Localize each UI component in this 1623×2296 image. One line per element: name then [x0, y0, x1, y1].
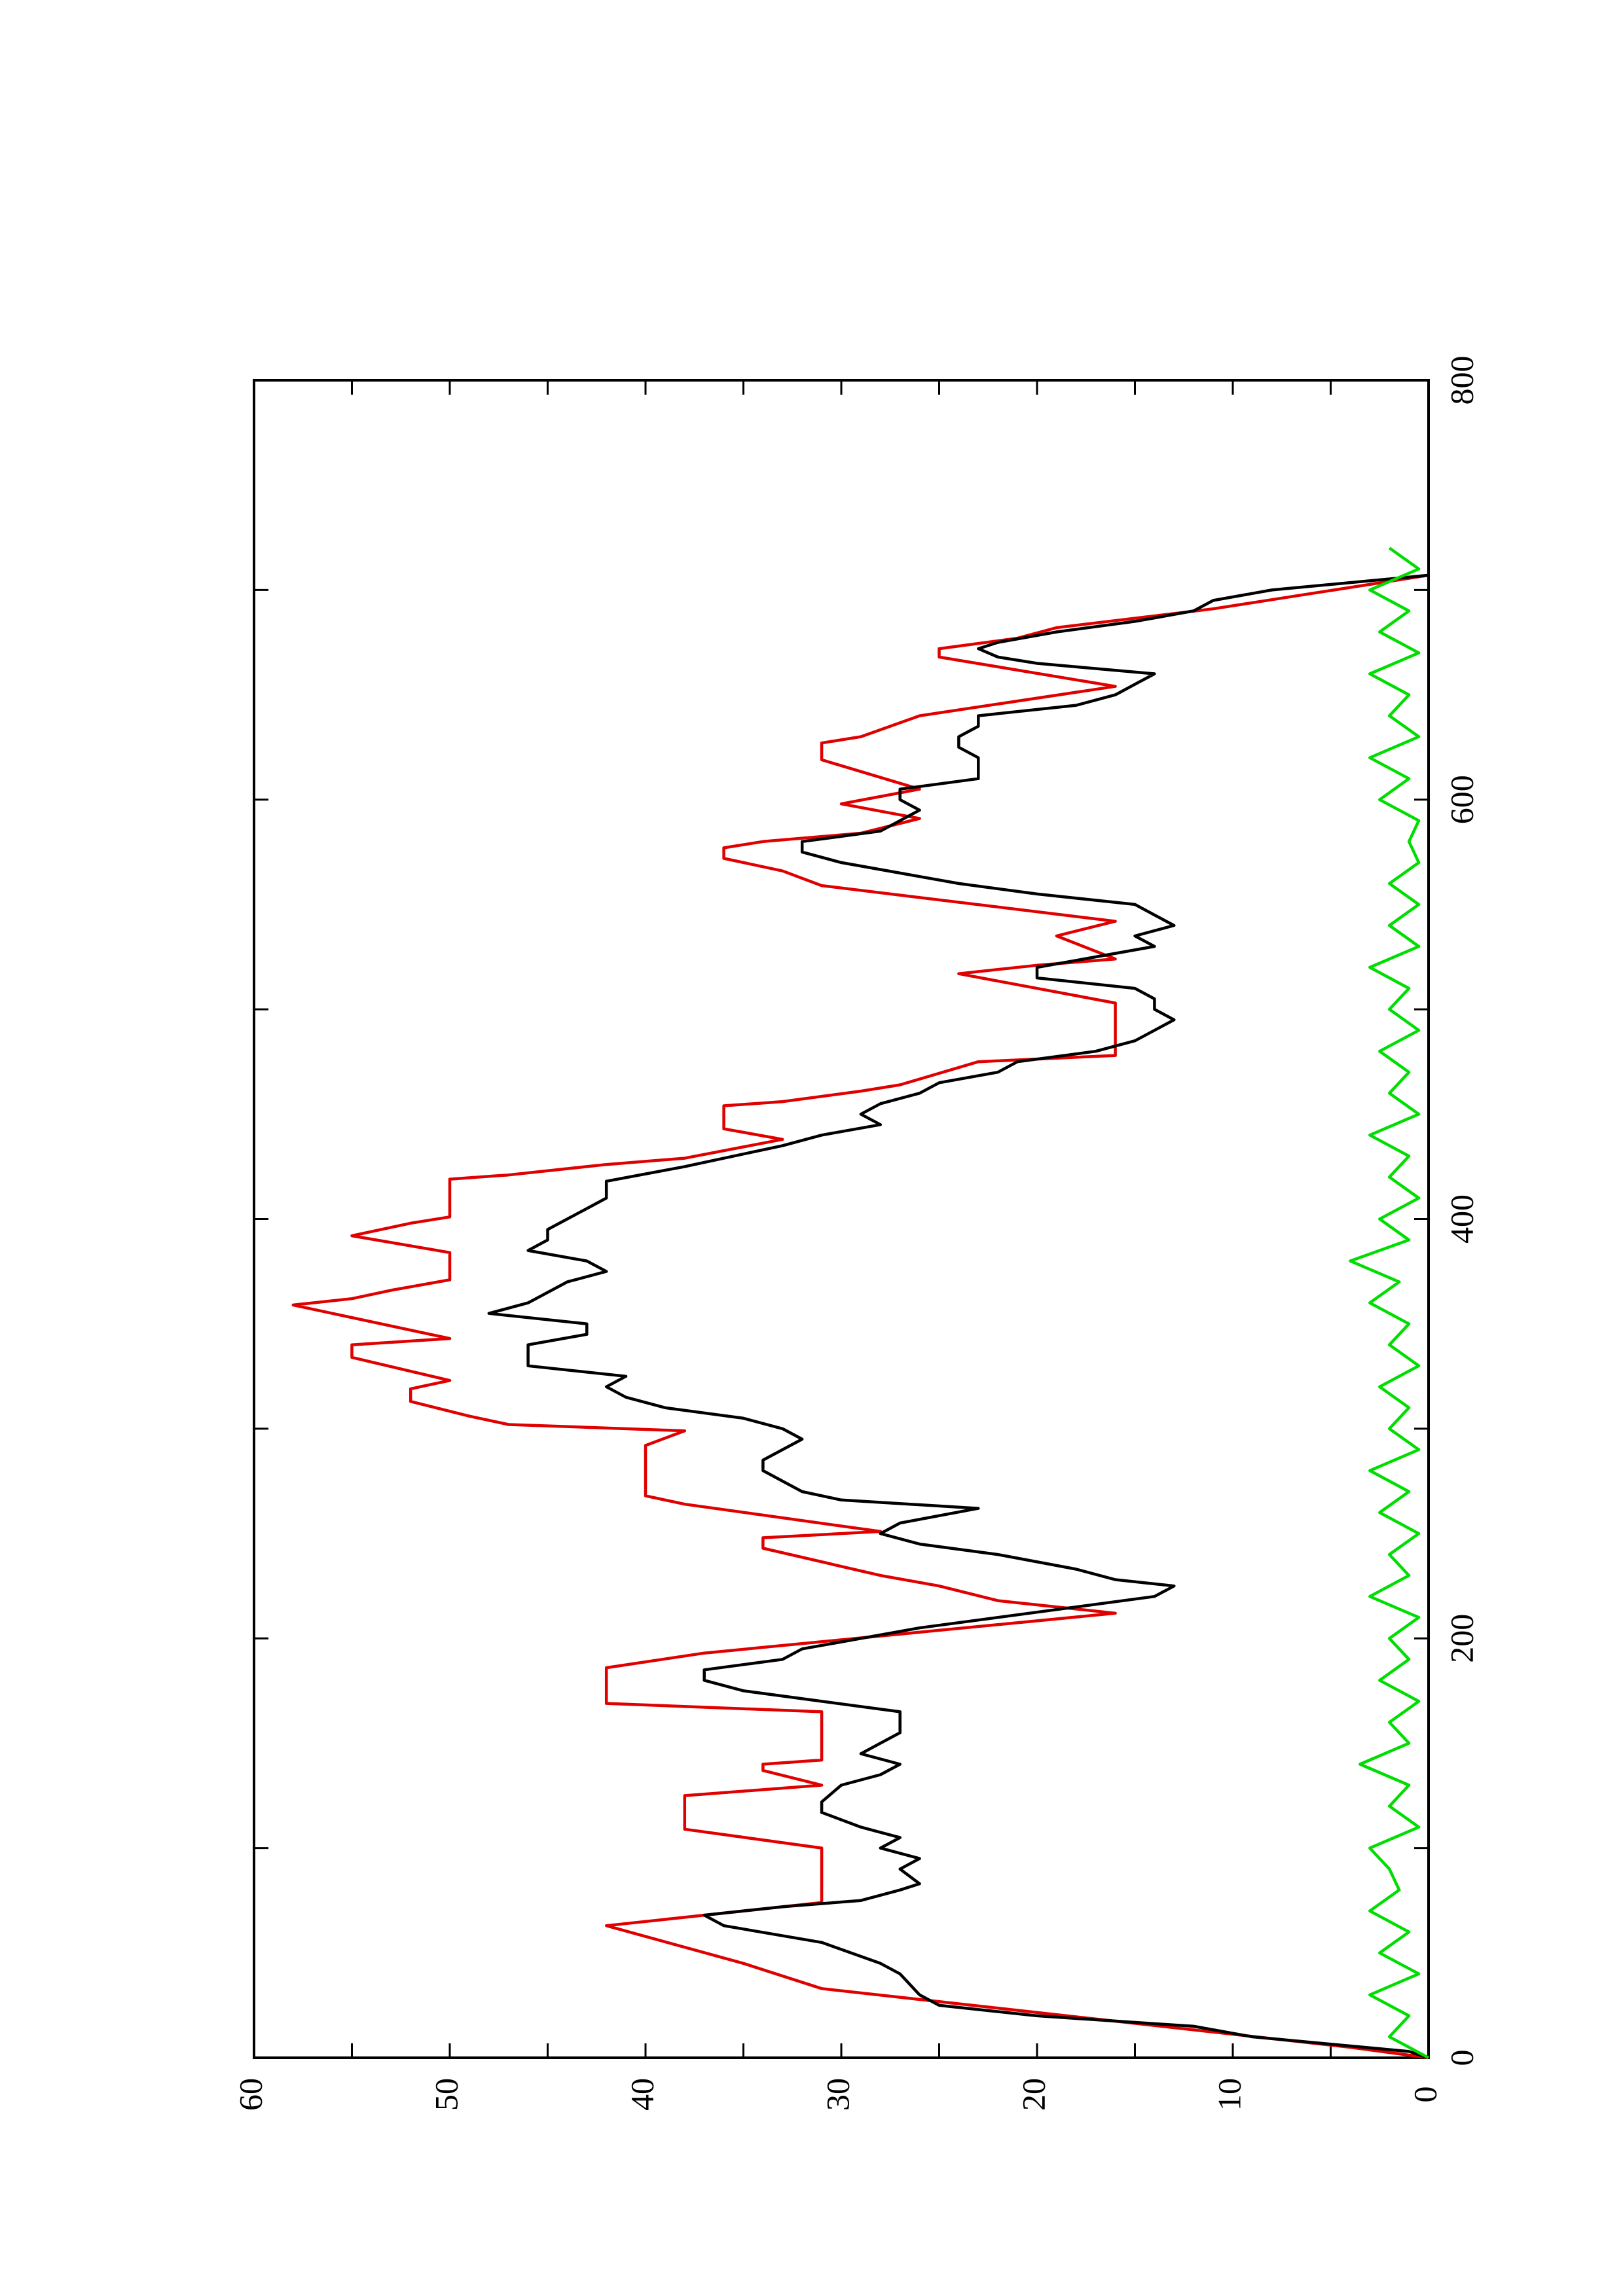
y-tick-label: 20: [1015, 2078, 1051, 2111]
x-tick-label: 200: [1443, 1614, 1480, 1663]
y-tick-label: 40: [623, 2078, 660, 2111]
data-line: [1349, 547, 1430, 2059]
x-tick-label: 800: [1443, 356, 1480, 405]
x-tick-label: 400: [1443, 1194, 1480, 1244]
x-tick-label: 600: [1443, 775, 1480, 824]
y-tick-label: 0: [1406, 2087, 1443, 2103]
y-tick-label: 60: [232, 2078, 268, 2111]
y-tick-label: 50: [428, 2078, 464, 2111]
y-tick-label: 30: [819, 2078, 856, 2111]
y-tick-label: 10: [1211, 2078, 1247, 2111]
x-tick-label: 0: [1443, 2050, 1480, 2066]
data-line: [291, 573, 1429, 2060]
data-line: [487, 573, 1429, 2060]
